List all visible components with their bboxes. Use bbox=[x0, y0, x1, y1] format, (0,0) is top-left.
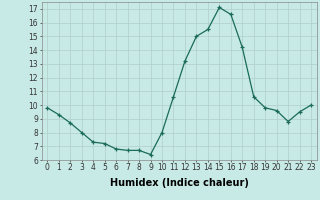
X-axis label: Humidex (Indice chaleur): Humidex (Indice chaleur) bbox=[110, 178, 249, 188]
